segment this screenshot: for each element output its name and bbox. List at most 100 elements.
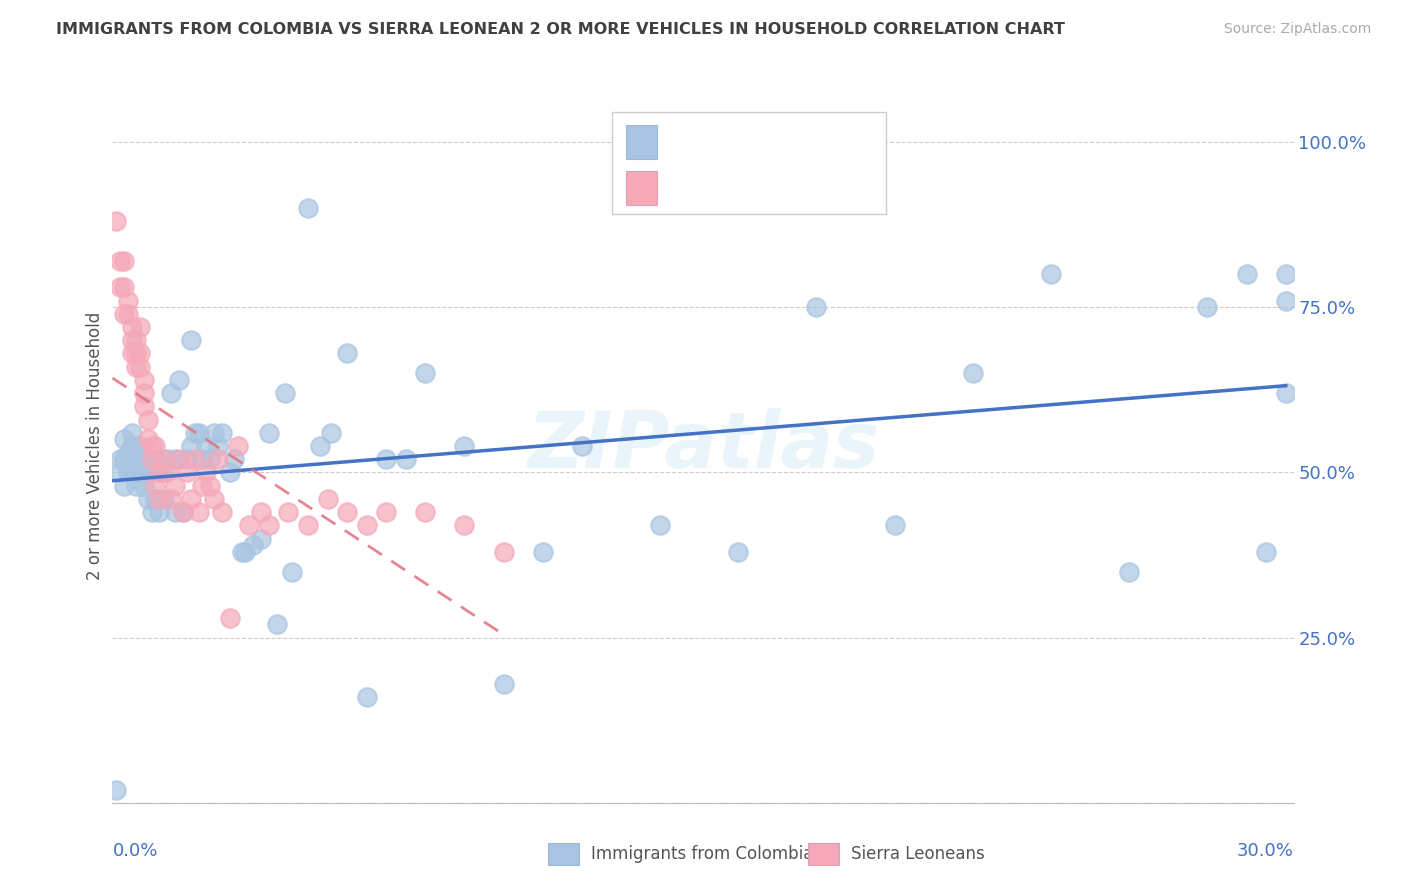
Point [218, 611, 240, 625]
Point [136, 491, 159, 506]
Point [112, 452, 135, 467]
Point [121, 333, 143, 347]
Point [141, 505, 163, 519]
Point [195, 439, 218, 453]
Point [250, 532, 273, 546]
Point [231, 545, 253, 559]
Point [250, 505, 273, 519]
Point [125, 346, 148, 360]
Point [176, 466, 198, 480]
Point [806, 300, 828, 314]
Point [321, 425, 343, 440]
Point [125, 359, 148, 374]
Point [132, 373, 155, 387]
Point [156, 452, 179, 467]
Point [148, 505, 170, 519]
Point [492, 677, 515, 691]
Point [105, 782, 128, 797]
Point [172, 505, 194, 519]
Point [132, 452, 155, 467]
Point [152, 466, 174, 480]
Text: IMMIGRANTS FROM COLOMBIA VS SIERRA LEONEAN 2 OR MORE VEHICLES IN HOUSEHOLD CORRE: IMMIGRANTS FROM COLOMBIA VS SIERRA LEONE… [56, 22, 1066, 37]
Point [125, 466, 148, 480]
Point [125, 452, 148, 467]
Point [141, 452, 163, 467]
Point [1236, 267, 1258, 281]
Point [218, 466, 240, 480]
Point [110, 452, 132, 467]
Point [148, 491, 170, 506]
Point [112, 478, 135, 492]
Point [112, 254, 135, 268]
Point [207, 452, 229, 467]
Point [125, 439, 148, 453]
Point [148, 466, 170, 480]
Point [531, 545, 554, 559]
Point [128, 320, 150, 334]
Point [1118, 565, 1140, 579]
Point [195, 466, 218, 480]
Point [257, 425, 280, 440]
Point [152, 452, 174, 467]
Point [492, 545, 515, 559]
Point [136, 412, 159, 426]
Text: 58: 58 [811, 179, 837, 197]
Point [110, 466, 132, 480]
Point [1274, 293, 1296, 308]
Point [1274, 386, 1296, 401]
Point [141, 452, 163, 467]
Point [336, 346, 359, 360]
Point [128, 346, 150, 360]
Point [112, 433, 135, 447]
Point [297, 201, 319, 215]
Point [242, 538, 264, 552]
Point [1197, 300, 1219, 314]
Point [202, 425, 225, 440]
Point [128, 359, 150, 374]
Point [160, 491, 183, 506]
Point [1256, 545, 1278, 559]
Text: ZIPatlas: ZIPatlas [527, 408, 879, 484]
Point [117, 307, 139, 321]
Point [145, 491, 167, 506]
Point [165, 478, 187, 492]
Text: N =: N = [770, 179, 810, 197]
Point [121, 439, 143, 453]
Point [156, 466, 179, 480]
Point [356, 518, 378, 533]
Point [356, 690, 378, 704]
Point [336, 505, 359, 519]
Point [191, 452, 214, 467]
Point [145, 452, 167, 467]
Text: 0.0%: 0.0% [112, 842, 157, 860]
Point [202, 491, 225, 506]
Text: Sierra Leoneans: Sierra Leoneans [851, 845, 984, 863]
Point [183, 425, 205, 440]
Text: 0.186: 0.186 [710, 133, 768, 151]
Point [211, 505, 233, 519]
Point [121, 320, 143, 334]
Text: -0.114: -0.114 [710, 179, 775, 197]
Point [211, 425, 233, 440]
Text: R =: R = [668, 179, 707, 197]
Point [180, 439, 202, 453]
Point [415, 505, 437, 519]
Point [207, 439, 229, 453]
Point [136, 433, 159, 447]
Point [172, 505, 194, 519]
Point [200, 452, 222, 467]
Point [222, 452, 245, 467]
Point [110, 254, 132, 268]
Point [145, 478, 167, 492]
Text: Immigrants from Colombia: Immigrants from Colombia [591, 845, 813, 863]
Point [727, 545, 749, 559]
Point [141, 439, 163, 453]
Point [266, 617, 288, 632]
Point [183, 452, 205, 467]
Point [297, 518, 319, 533]
Point [235, 545, 257, 559]
Text: Source: ZipAtlas.com: Source: ZipAtlas.com [1223, 22, 1371, 37]
Point [132, 478, 155, 492]
Point [281, 565, 304, 579]
Point [121, 425, 143, 440]
